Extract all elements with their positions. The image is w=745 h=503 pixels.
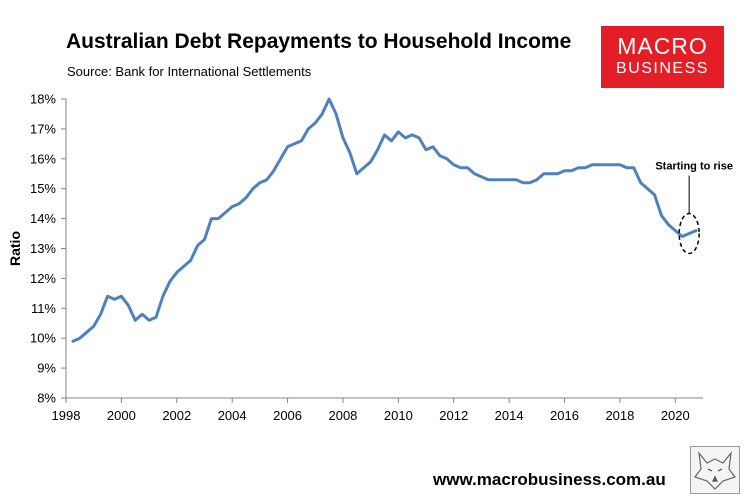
x-tick-label: 2020 [661, 408, 690, 423]
series-layer [71, 97, 698, 343]
website-url: www.macrobusiness.com.au [433, 470, 666, 489]
y-axis-label: Ratio [7, 231, 23, 266]
y-tick-label: 15% [30, 181, 56, 196]
y-tick-label: 18% [30, 92, 56, 107]
x-tick-label: 2012 [439, 408, 468, 423]
x-tick-label: 2014 [495, 408, 524, 423]
x-tick-label: 2018 [605, 408, 634, 423]
x-tick-label: 2006 [273, 408, 302, 423]
y-tick-label: 11% [31, 301, 56, 316]
x-tick-label: 2010 [384, 408, 413, 423]
y-tick-label: 14% [30, 211, 56, 226]
y-tick-label: 8% [37, 391, 56, 406]
y-tick-label: 13% [30, 241, 56, 256]
y-tick-label: 16% [30, 151, 56, 166]
annotation-label: Starting to rise [655, 161, 733, 173]
logo-line-macro: MACRO [617, 33, 708, 59]
y-tick-label: 12% [30, 271, 56, 286]
x-tick-label: 2004 [218, 408, 247, 423]
x-tick-label: 1998 [52, 408, 81, 423]
macro-business-logo: MACRO BUSINESS [601, 26, 724, 88]
chart-subtitle: Source: Bank for International Settlemen… [67, 64, 312, 79]
series-line [71, 97, 698, 343]
x-tick-label: 2008 [328, 408, 357, 423]
x-tick-label: 2000 [107, 408, 136, 423]
x-tick-label: 2016 [550, 408, 579, 423]
annotation-layer: Starting to rise [655, 161, 733, 255]
wolf-logo-icon [690, 446, 740, 494]
axes: 8% 9% 10% 11% 12% 13% 14% 15% 16% 17% 18% 1998 2000 2… [7, 92, 703, 423]
chart-title: Australian Debt Repayments to Household … [66, 30, 572, 53]
y-tick-label: 10% [30, 331, 56, 346]
logo-line-business: BUSINESS [616, 60, 709, 77]
x-tick-label: 2002 [162, 408, 191, 423]
y-tick-label: 17% [30, 121, 56, 136]
y-tick-label: 9% [37, 361, 56, 376]
